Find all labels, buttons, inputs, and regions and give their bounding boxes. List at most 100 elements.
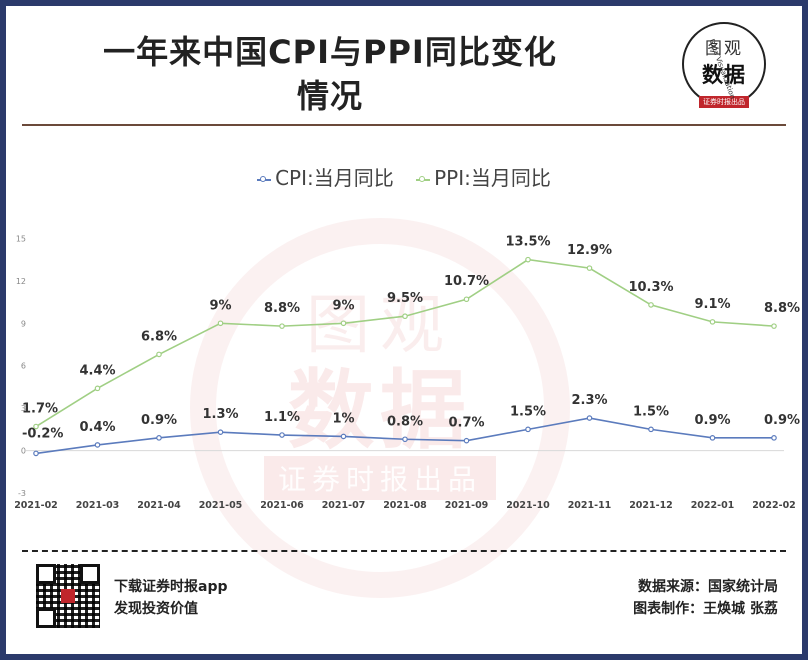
logo-line2: 数据 xyxy=(702,63,746,87)
data-point-cpi xyxy=(525,426,531,433)
x-tick-label: 2021-08 xyxy=(383,500,427,511)
data-label-ppi: 10.3% xyxy=(628,280,673,295)
x-tick-label: 2021-11 xyxy=(568,500,612,511)
data-label-cpi: 1% xyxy=(332,411,354,426)
data-point-cpi xyxy=(279,432,285,438)
data-point-ppi xyxy=(156,351,162,358)
data-label-cpi: 1.5% xyxy=(510,404,546,419)
footer-right-line1: 数据来源：国家统计局 xyxy=(638,579,778,595)
data-point-ppi xyxy=(771,323,777,329)
y-tick-label: 6 xyxy=(21,362,26,371)
data-point-ppi xyxy=(709,319,716,325)
data-point-cpi xyxy=(156,435,162,441)
footer-right-line2: 图表制作：王焕城 张荔 xyxy=(633,601,778,617)
logo-line3: 证券时报出品 xyxy=(699,96,749,108)
y-tick-label: 0 xyxy=(21,447,26,456)
data-label-cpi: 0.9% xyxy=(694,413,730,428)
data-point-cpi xyxy=(709,435,716,441)
data-point-cpi xyxy=(33,450,39,457)
x-tick-label: 2021-10 xyxy=(506,500,550,511)
data-label-ppi: 9.5% xyxy=(387,291,423,306)
x-tick-label: 2022-01 xyxy=(691,500,735,511)
data-label-cpi: 2.3% xyxy=(571,393,607,408)
data-point-ppi xyxy=(463,296,470,303)
legend-label-ppi: PPI:当月同比 xyxy=(434,166,551,190)
page-title: 一年来中国CPI与PPI同比变化 情况 xyxy=(40,30,620,118)
y-tick-label: 15 xyxy=(16,234,26,243)
chart-legend: CPI:当月同比 PPI:当月同比 xyxy=(0,162,808,191)
footer-left-line1: 下载证券时报app xyxy=(114,579,228,595)
x-tick-label: 2021-04 xyxy=(137,500,181,511)
watermark-line3: 证券时报出品 xyxy=(263,456,496,500)
data-point-cpi xyxy=(771,435,777,441)
watermark-line2: 数据 xyxy=(288,361,472,461)
data-point-ppi xyxy=(525,256,531,263)
data-label-ppi: 6.8% xyxy=(141,329,177,344)
data-point-cpi xyxy=(648,426,654,433)
title-line1: 一年来中国CPI与PPI同比变化 xyxy=(103,33,557,71)
x-tick-label: 2021-12 xyxy=(629,500,673,511)
watermark-line1: 图观 xyxy=(306,289,454,363)
data-label-ppi: 9% xyxy=(332,298,354,313)
data-label-cpi: 0.7% xyxy=(448,416,484,431)
x-tick-label: 2021-02 xyxy=(14,500,58,511)
data-point-cpi xyxy=(340,433,347,440)
y-tick-label: 12 xyxy=(16,277,26,286)
data-point-ppi xyxy=(279,323,285,329)
legend-item-ppi: PPI:当月同比 xyxy=(416,166,551,190)
legend-item-cpi: CPI:当月同比 xyxy=(257,166,394,190)
y-tick-label: 3 xyxy=(21,404,26,413)
data-label-ppi: 13.5% xyxy=(505,235,550,250)
data-point-cpi xyxy=(402,436,408,443)
data-point-ppi xyxy=(340,320,347,327)
data-label-ppi: 1.7% xyxy=(22,402,58,417)
data-label-cpi: 1.5% xyxy=(633,404,669,419)
data-point-cpi xyxy=(463,437,470,444)
data-label-cpi: 0.4% xyxy=(79,420,115,435)
x-tick-label: 2021-09 xyxy=(445,500,489,511)
qr-code xyxy=(36,564,100,628)
data-label-ppi: 9% xyxy=(209,298,231,313)
legend-label-cpi: CPI:当月同比 xyxy=(275,166,394,190)
x-tick-label: 2021-05 xyxy=(199,500,243,511)
title-divider xyxy=(22,124,786,126)
data-label-ppi: 10.7% xyxy=(444,274,489,289)
legend-marker-cpi xyxy=(257,175,272,182)
y-tick-label: -3 xyxy=(18,489,26,498)
data-label-cpi: -0.2% xyxy=(22,426,63,441)
x-tick-label: 2021-03 xyxy=(76,500,120,511)
data-label-cpi: 1.3% xyxy=(202,407,238,422)
data-point-ppi xyxy=(94,385,101,392)
logo-line1: 图观 xyxy=(705,39,743,59)
footer-left-line2: 发现投资价值 xyxy=(114,601,198,617)
x-tick-label: 2021-07 xyxy=(322,500,366,511)
data-point-cpi xyxy=(586,415,593,421)
data-label-cpi: 0.8% xyxy=(387,414,423,429)
data-label-cpi: 0.9% xyxy=(764,413,800,428)
data-point-ppi xyxy=(33,423,39,430)
data-label-ppi: 8.8% xyxy=(264,301,300,316)
data-label-ppi: 4.4% xyxy=(79,363,115,378)
qr-finder-top-left xyxy=(36,564,56,584)
y-tick-label: 9 xyxy=(21,319,26,328)
data-label-ppi: 9.1% xyxy=(694,297,730,312)
data-point-cpi xyxy=(217,429,224,435)
x-tick-label: 2021-06 xyxy=(260,500,304,511)
qr-finder-bottom-left xyxy=(36,608,56,628)
footer-divider xyxy=(22,550,786,552)
data-point-cpi xyxy=(94,442,101,448)
data-label-cpi: 1.1% xyxy=(264,410,300,425)
legend-marker-ppi xyxy=(416,175,431,182)
data-point-ppi xyxy=(648,302,654,308)
data-label-ppi: 12.9% xyxy=(567,243,612,258)
data-point-ppi xyxy=(402,313,408,320)
qr-finder-top-right xyxy=(80,564,100,584)
footer-app-promo: 下载证券时报app 发现投资价值 xyxy=(114,576,228,620)
x-tick-label: 2022-02 xyxy=(752,500,796,511)
qr-center-logo xyxy=(61,589,75,603)
footer-credits: 数据来源：国家统计局 图表制作：王焕城 张荔 xyxy=(633,576,778,620)
title-line2: 情况 xyxy=(296,77,363,115)
data-label-cpi: 0.9% xyxy=(141,413,177,428)
data-point-ppi xyxy=(217,320,224,327)
